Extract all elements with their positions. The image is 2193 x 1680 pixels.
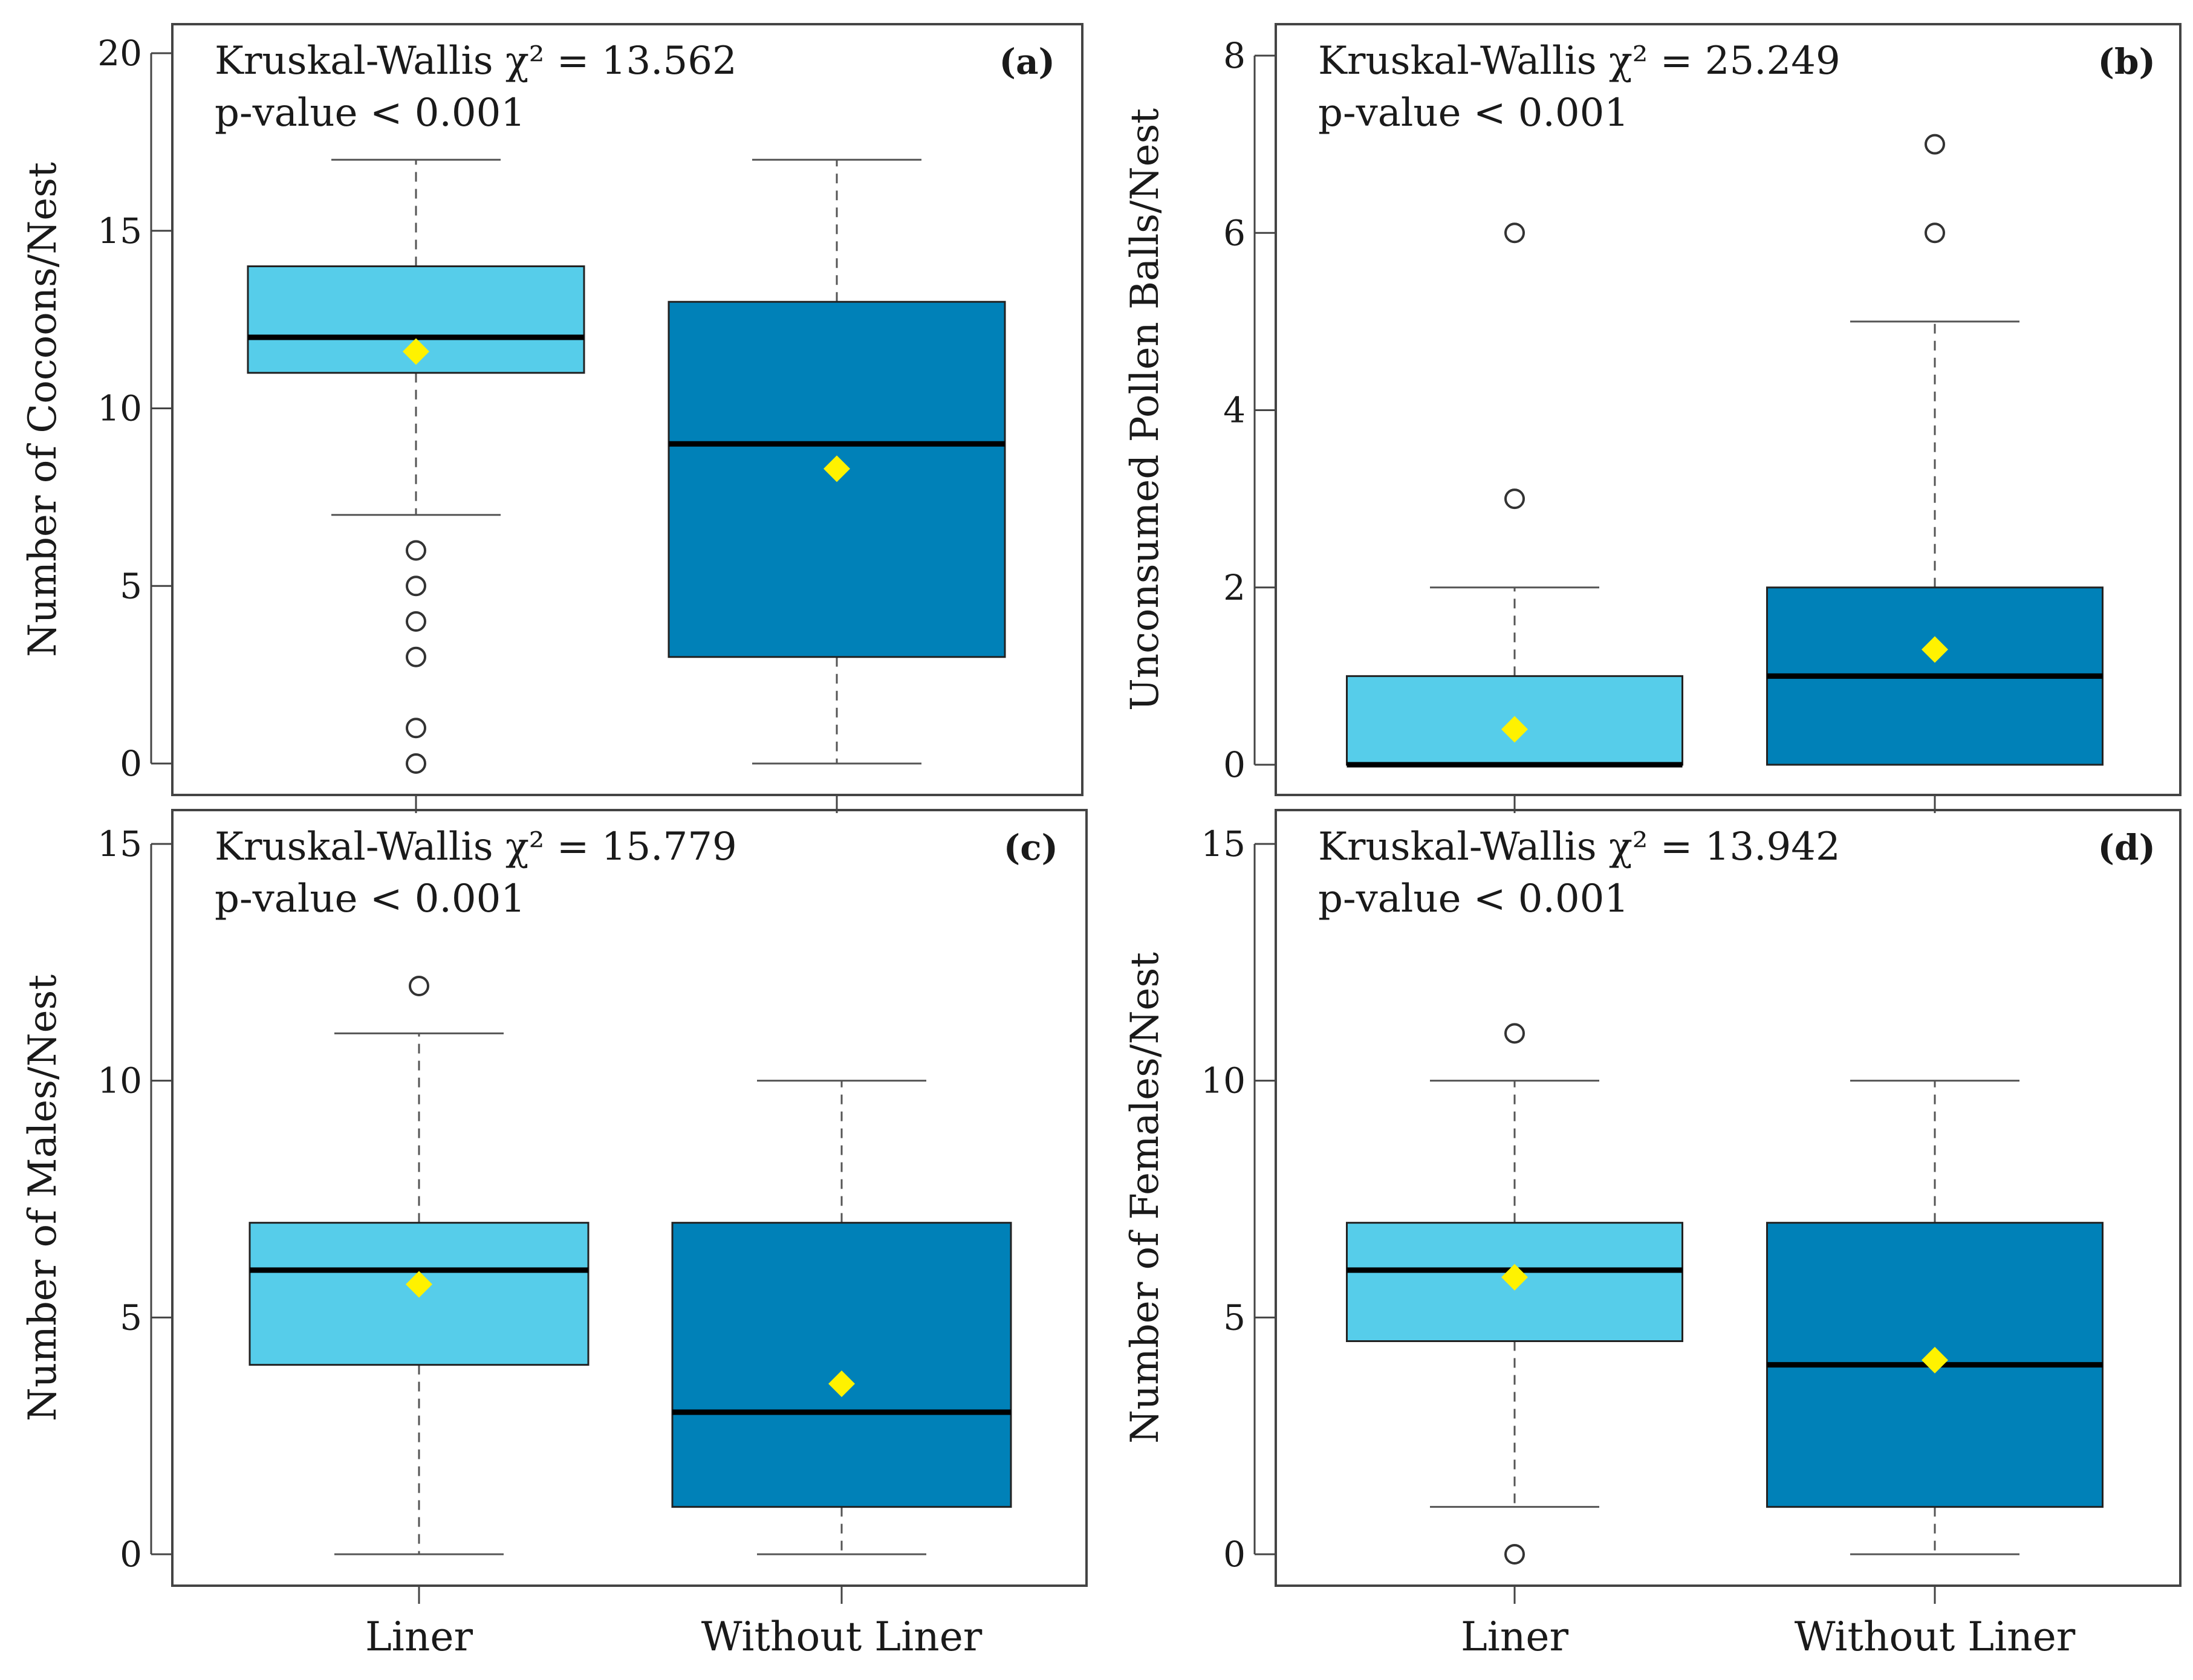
chart-panel-d: 0 5 10 15 Number of Females/Nest Kruskal-Wall… — [1123, 809, 2182, 1660]
test-statistic-label: Kruskal-Wallis χ² = 25.249 — [1318, 39, 1840, 83]
y-axis-label: Number of Males/Nest — [21, 975, 65, 1421]
panel-label: (a) — [999, 41, 1055, 82]
y-tick-label: 8 — [1223, 35, 1246, 76]
plot-frame — [171, 23, 1084, 796]
outlier-point-without-liner — [1925, 134, 1945, 155]
p-value-label: p-value < 0.001 — [215, 91, 525, 135]
outlier-point-liner — [1504, 488, 1525, 510]
y-tick-label: 10 — [1201, 1060, 1246, 1101]
outlier-point-liner — [406, 540, 426, 561]
box-without-liner — [671, 1222, 1012, 1508]
panel-label: (c) — [1004, 827, 1058, 868]
test-statistic-label: Kruskal-Wallis χ² = 15.779 — [215, 825, 737, 869]
p-value-label: p-value < 0.001 — [1318, 877, 1629, 921]
outlier-point-liner — [1504, 222, 1525, 244]
mean-marker-without-liner — [824, 455, 850, 482]
y-tick-label: 10 — [97, 388, 142, 429]
p-value-label: p-value < 0.001 — [215, 877, 525, 921]
plot-frame — [171, 809, 1088, 1587]
y-axis-label: Number of Females/Nest — [1123, 952, 1168, 1444]
test-statistic-label: Kruskal-Wallis χ² = 13.942 — [1318, 825, 1840, 869]
y-tick-label: 0 — [120, 1534, 142, 1575]
y-tick-label: 15 — [97, 823, 142, 864]
panel-label: (d) — [2098, 827, 2156, 868]
chart-panel-a: 0 5 10 15 20 Number of Cocoons/Nest Kruskal-Wa… — [21, 23, 1084, 813]
y-tick-label: 15 — [1201, 823, 1246, 864]
plot-frame — [1275, 809, 2182, 1587]
y-tick-label: 15 — [97, 210, 142, 251]
y-tick-label: 0 — [120, 743, 142, 784]
mean-marker-without-liner — [1922, 1346, 1948, 1374]
y-tick-label: 20 — [97, 33, 142, 74]
outlier-point-liner — [409, 976, 429, 996]
x-tick-label: Liner — [365, 1614, 473, 1660]
x-tick-label: Without Liner — [701, 1614, 983, 1660]
outlier-point-liner — [406, 753, 426, 774]
outlier-point-liner — [406, 611, 426, 632]
chart-panel-b: 0 2 4 6 8 Unconsumed Pollen Balls/Nest Kruskal… — [1123, 23, 2182, 813]
mean-marker-liner — [1501, 716, 1528, 743]
y-axis-label: Unconsumed Pollen Balls/Nest — [1123, 108, 1168, 711]
y-tick-label: 6 — [1223, 212, 1246, 253]
y-tick-label: 10 — [97, 1060, 142, 1101]
y-tick-label: 5 — [120, 1297, 142, 1338]
outlier-point-liner — [406, 646, 426, 667]
mean-marker-liner — [406, 1271, 432, 1298]
y-tick-label: 5 — [1223, 1297, 1246, 1338]
y-tick-label: 0 — [1223, 744, 1246, 785]
test-statistic-label: Kruskal-Wallis χ² = 13.562 — [215, 39, 737, 83]
mean-marker-without-liner — [828, 1370, 855, 1397]
panel-label: (b) — [2098, 41, 2156, 82]
mean-marker-liner — [403, 338, 429, 365]
y-tick-label: 4 — [1223, 390, 1246, 431]
y-axis-label: Number of Cocoons/Nest — [21, 162, 65, 657]
y-tick-label: 5 — [120, 565, 142, 606]
outlier-point-without-liner — [1925, 222, 1945, 244]
outlier-point-liner — [406, 576, 426, 597]
mean-marker-liner — [1501, 1263, 1528, 1291]
y-tick-label: 2 — [1223, 567, 1246, 608]
mean-marker-without-liner — [1922, 636, 1948, 663]
chart-panel-c: 0 5 10 15 Number of Males/Nest Kruskal-Wallis… — [21, 809, 1088, 1660]
outlier-point-liner — [406, 718, 426, 739]
x-tick-label: Liner — [1461, 1614, 1569, 1660]
y-tick-label: 0 — [1223, 1534, 1246, 1575]
p-value-label: p-value < 0.001 — [1318, 91, 1629, 135]
outlier-point-liner — [1504, 1023, 1525, 1044]
outlier-point-liner — [1504, 1544, 1525, 1565]
x-tick-label: Without Liner — [1795, 1614, 2076, 1660]
